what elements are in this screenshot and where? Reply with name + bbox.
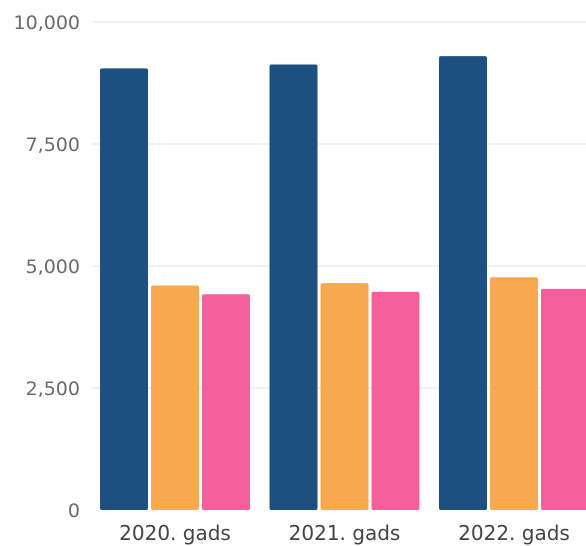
bar-series-1-1 — [100, 68, 148, 511]
bar-series-3-2 — [371, 291, 420, 510]
y-tick-label: 2,500 — [26, 378, 80, 400]
x-category-label: 2022. gads — [458, 521, 570, 545]
x-axis: 2020. gads 2021. gads 2022. gads — [119, 521, 570, 545]
y-tick-label: 7,500 — [26, 134, 80, 156]
bar-series-3-3 — [541, 288, 586, 510]
y-tick-label: 10,000 — [14, 12, 80, 34]
bar-series-3-1 — [202, 294, 250, 510]
bar-series-1-2 — [269, 64, 318, 511]
bar-series-2-2 — [320, 283, 369, 510]
y-axis: 0 2,500 5,000 7,500 10,000 — [14, 12, 80, 522]
bar-series-2-1 — [151, 285, 199, 510]
x-category-label: 2021. gads — [289, 521, 401, 545]
bar-series-2-3 — [490, 277, 538, 510]
y-tick-label: 0 — [68, 500, 80, 522]
bars — [100, 56, 586, 511]
bar-series-1-3 — [439, 56, 487, 510]
y-tick-label: 5,000 — [26, 256, 80, 278]
x-category-label: 2020. gads — [119, 521, 231, 545]
